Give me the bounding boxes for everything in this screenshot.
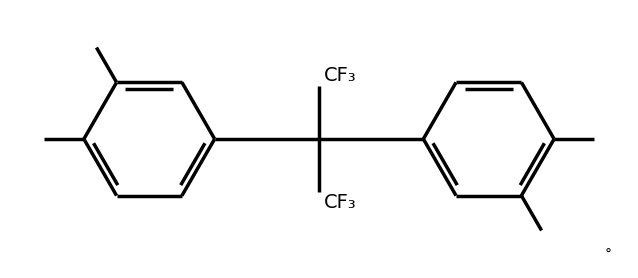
Text: CF₃: CF₃ (324, 193, 357, 212)
Text: CF₃: CF₃ (324, 66, 357, 85)
Text: °: ° (604, 248, 611, 262)
